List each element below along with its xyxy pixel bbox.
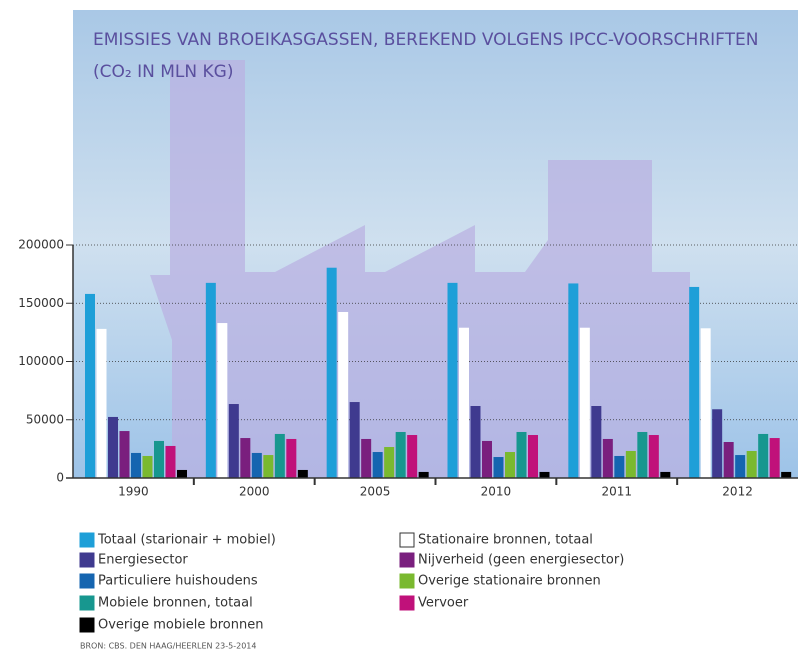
bar <box>712 409 723 478</box>
bar <box>286 438 297 478</box>
bar <box>85 293 95 478</box>
y-tick-label: 200000 <box>18 238 64 252</box>
legend-swatch <box>79 532 95 548</box>
legend-label: Particuliere huishoudens <box>98 574 258 589</box>
bar <box>251 452 262 478</box>
bar <box>470 406 481 478</box>
bar <box>177 469 187 478</box>
source: BRON: CBS. DEN HAAG/HEERLEN 23-5-2014 <box>80 642 256 651</box>
bar <box>505 452 515 478</box>
bar <box>165 445 176 478</box>
x-tick-label: 1990 <box>118 485 149 499</box>
bar <box>96 328 107 478</box>
legend-label: Vervoer <box>418 596 469 611</box>
bar <box>263 455 274 478</box>
legend-swatch <box>399 532 415 548</box>
bar <box>637 431 648 478</box>
bar <box>700 328 711 478</box>
bar <box>602 438 613 478</box>
legend-swatch <box>79 595 95 611</box>
bar <box>781 471 792 478</box>
legend-label: Nijverheid (geen energiesector) <box>418 553 624 568</box>
bar <box>297 469 308 478</box>
legend-label: Overige stationaire bronnen <box>418 574 601 589</box>
bar <box>142 455 153 478</box>
bar <box>539 471 550 478</box>
chart-subtitle: (CO₂ IN MLN KG) <box>93 62 233 82</box>
bar <box>131 452 141 478</box>
bar <box>384 447 395 478</box>
bar <box>447 282 458 478</box>
legend-swatch <box>399 573 415 589</box>
bar <box>568 283 579 478</box>
y-tick-label: 150000 <box>18 296 64 310</box>
legend-swatch <box>79 573 95 589</box>
bar <box>746 450 757 478</box>
bar <box>407 435 418 478</box>
bar <box>119 431 130 478</box>
bar <box>361 438 372 478</box>
legend-swatch <box>79 552 95 568</box>
bar <box>349 402 360 478</box>
bar <box>418 471 429 478</box>
bar <box>660 471 671 478</box>
bar <box>769 438 780 478</box>
x-tick-label: 2000 <box>239 485 270 499</box>
x-tick-label: 2010 <box>481 485 512 499</box>
legend-label: Energiesector <box>98 553 188 568</box>
bar <box>758 433 769 478</box>
bar <box>338 311 349 478</box>
bar <box>228 404 239 478</box>
x-tick-label: 2011 <box>601 485 632 499</box>
y-tick-label: 50000 <box>26 412 64 426</box>
bar <box>579 327 590 478</box>
legend-swatch <box>79 617 95 633</box>
bar <box>154 440 164 478</box>
bar <box>493 457 504 478</box>
bar <box>395 431 406 478</box>
bar <box>625 450 636 478</box>
bar <box>735 455 746 478</box>
bar <box>516 431 527 478</box>
bar <box>372 452 383 478</box>
x-tick-label: 2012 <box>722 485 753 499</box>
bar <box>723 442 734 478</box>
bar <box>614 455 625 478</box>
bar <box>459 327 469 478</box>
bar <box>689 286 700 478</box>
legend-label: Overige mobiele bronnen <box>98 618 263 633</box>
legend-swatch <box>399 552 415 568</box>
bar <box>482 440 492 478</box>
bar <box>326 267 337 478</box>
bar <box>205 282 216 478</box>
bar <box>108 416 118 478</box>
legend-label: Mobiele bronnen, totaal <box>98 596 253 611</box>
x-tick-label: 2005 <box>360 485 391 499</box>
chart-title: EMISSIES VAN BROEIKASGASSEN, BEREKEND VO… <box>93 30 758 50</box>
bar <box>240 438 251 478</box>
bar <box>648 435 659 478</box>
y-tick-label: 100000 <box>18 354 64 368</box>
bar <box>528 435 538 478</box>
factory-silhouette <box>150 60 690 478</box>
bar <box>274 433 285 478</box>
legend-swatch <box>399 595 415 611</box>
y-tick-label: 0 <box>56 471 64 485</box>
bar <box>217 323 228 478</box>
legend-label: Totaal (starionair + mobiel) <box>97 533 276 548</box>
legend-label: Stationaire bronnen, totaal <box>418 533 593 548</box>
bar <box>591 406 602 478</box>
